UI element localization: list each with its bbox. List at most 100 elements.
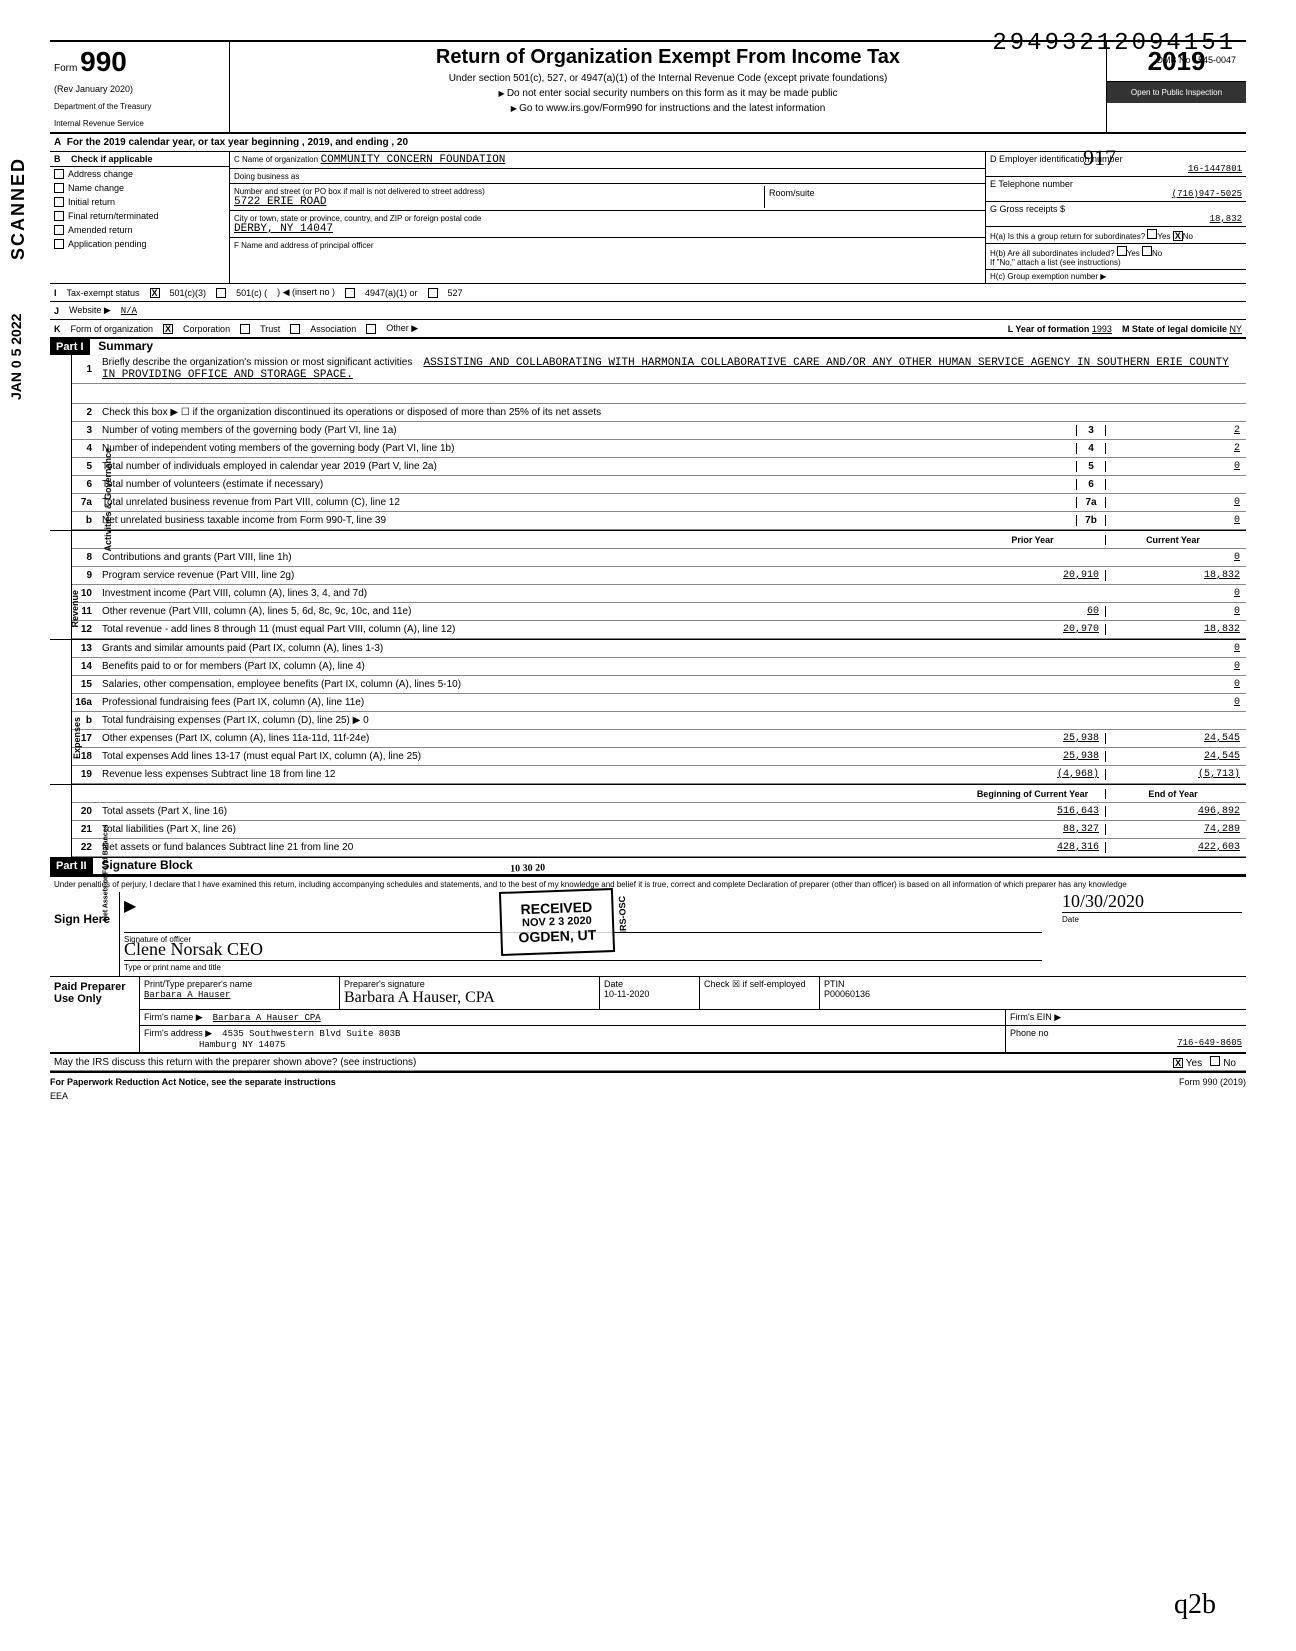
summary-line: 6Total number of volunteers (estimate if… xyxy=(72,476,1246,494)
part-1-header-row: Part I Summary xyxy=(50,339,1246,355)
stamp-irs-osc: IRS-OSC xyxy=(617,896,628,934)
scanned-stamp: SCANNED xyxy=(8,157,29,260)
line1-label: Briefly describe the organization's miss… xyxy=(102,357,412,368)
c-label: C Name of organization xyxy=(234,155,318,164)
year-line-text: For the 2019 calendar year, or tax year … xyxy=(67,137,408,148)
stamp-location: OGDEN, UT xyxy=(518,927,596,946)
checkbox-assoc[interactable] xyxy=(290,324,300,334)
checkbox-pending[interactable] xyxy=(54,239,64,249)
summary-line: 3Number of voting members of the governi… xyxy=(72,422,1246,440)
checkbox-527[interactable] xyxy=(428,288,438,298)
dept-treasury: Department of the Treasury xyxy=(54,102,225,111)
checkbox-501c3[interactable] xyxy=(150,288,160,298)
line2-text: Check this box ▶ ☐ if the organization d… xyxy=(98,405,1246,420)
expense-line: 15Salaries, other compensation, employee… xyxy=(72,676,1246,694)
checkbox-hb-no[interactable] xyxy=(1142,246,1152,256)
checkbox-ha-no[interactable] xyxy=(1173,231,1183,241)
check-applicable-label: Check if applicable xyxy=(71,154,153,164)
declaration-text: Under penalties of perjury, I declare th… xyxy=(50,877,1246,892)
row-k-l-m: KForm of organization Corporation Trust … xyxy=(50,320,1246,339)
hc-label: H(c) Group exemption number xyxy=(990,272,1098,281)
hand-date-stamp: 10 30 20 xyxy=(510,862,545,874)
paid-preparer-label: Paid Preparer Use Only xyxy=(50,977,140,1052)
eea-label: EEA xyxy=(50,1091,1246,1101)
sig-date-label: Date xyxy=(1062,915,1242,924)
firm-addr2: Hamburg NY 14075 xyxy=(199,1040,285,1050)
expense-line: bTotal fundraising expenses (Part IX, co… xyxy=(72,712,1246,730)
checkbox-discuss-yes[interactable] xyxy=(1173,1058,1183,1068)
room-label: Room/suite xyxy=(769,188,815,198)
label-assoc: Association xyxy=(310,324,356,334)
checkbox-final-return[interactable] xyxy=(54,211,64,221)
form-number: 990 xyxy=(80,46,127,77)
dba-label: Doing business as xyxy=(234,172,299,181)
hb-label: H(b) Are all subordinates included? xyxy=(990,249,1115,258)
label-address-change: Address change xyxy=(68,169,133,179)
net-assets-line: 20Total assets (Part X, line 16)516,6434… xyxy=(72,803,1246,821)
checkbox-other[interactable] xyxy=(366,324,376,334)
row-j: JWebsite ▶ N/A xyxy=(50,302,1246,320)
revenue-line: 9Program service revenue (Part VIII, lin… xyxy=(72,567,1246,585)
arrow-icon: ▶ xyxy=(124,898,136,915)
summary-line: 5Total number of individuals employed in… xyxy=(72,458,1246,476)
h-note: If "No," attach a list (see instructions… xyxy=(990,258,1121,267)
section-b-through-m: B Check if applicable Address change Nam… xyxy=(50,152,1246,284)
net-assets-line: 22Net assets or fund balances Subtract l… xyxy=(72,839,1246,857)
checkbox-ha-yes[interactable] xyxy=(1147,229,1157,239)
checkbox-discuss-no[interactable] xyxy=(1210,1056,1220,1066)
website-value: N/A xyxy=(121,306,137,316)
city-label: City or town, state or province, country… xyxy=(234,214,481,223)
net-assets-line: 21Total liabilities (Part X, line 26)88,… xyxy=(72,821,1246,839)
subtitle-3: Go to www.irs.gov/Form990 for instructio… xyxy=(238,103,1098,114)
m-state: NY xyxy=(1229,324,1242,334)
summary-line: 4Number of independent voting members of… xyxy=(72,440,1246,458)
boy-header: Beginning of Current Year xyxy=(966,789,1106,799)
side-revenue: Revenue xyxy=(69,590,79,628)
firm-phone-label: Phone no xyxy=(1010,1028,1049,1038)
checkbox-corp[interactable] xyxy=(163,324,173,334)
eoy-header: End of Year xyxy=(1106,789,1246,799)
firm-name: Barbara A Hauser CPA xyxy=(213,1013,321,1023)
revenue-section: Revenue Prior Year Current Year 8Contrib… xyxy=(50,531,1246,640)
ptin-label: PTIN xyxy=(824,979,845,989)
prep-signature: Barbara A Hauser, CPA xyxy=(344,989,495,1006)
label-amended: Amended return xyxy=(68,225,133,235)
street-label: Number and street (or PO box if mail is … xyxy=(234,187,485,196)
prep-name-label: Print/Type preparer's name xyxy=(144,979,252,989)
label-name-change: Name change xyxy=(68,183,124,193)
hand-initials: q2b xyxy=(1174,1589,1216,1621)
current-year-header: Current Year xyxy=(1106,535,1246,545)
label-other: Other ▶ xyxy=(386,323,418,334)
l-year: 1993 xyxy=(1092,324,1112,334)
checkbox-4947[interactable] xyxy=(345,288,355,298)
l-label: L Year of formation xyxy=(1008,324,1090,334)
summary-line: bNet unrelated business taxable income f… xyxy=(72,512,1246,530)
checkbox-amended[interactable] xyxy=(54,225,64,235)
prep-name: Barbara A Hauser xyxy=(144,990,230,1000)
checkbox-initial-return[interactable] xyxy=(54,197,64,207)
e-label: E Telephone number xyxy=(990,179,1073,189)
firm-phone: 716-649-8605 xyxy=(1010,1038,1242,1048)
dln-number: 29493212094151 xyxy=(992,30,1236,57)
label-initial-return: Initial return xyxy=(68,197,115,207)
expense-line: 13Grants and similar amounts paid (Part … xyxy=(72,640,1246,658)
checkbox-name-change[interactable] xyxy=(54,183,64,193)
form-footer: Form 990 (2019) xyxy=(1179,1077,1246,1087)
expense-line: 19Revenue less expenses Subtract line 18… xyxy=(72,766,1246,784)
part-1-title: Summary xyxy=(92,337,159,355)
prior-year-header: Prior Year xyxy=(966,535,1106,545)
checkbox-address-change[interactable] xyxy=(54,169,64,179)
expense-line: 16aProfessional fundraising fees (Part I… xyxy=(72,694,1246,712)
expense-line: 18Total expenses Add lines 13-17 (must e… xyxy=(72,748,1246,766)
ein-value: 16-1447801 xyxy=(990,164,1242,174)
label-4947: 4947(a)(1) or xyxy=(365,288,418,298)
checkbox-hb-yes[interactable] xyxy=(1117,246,1127,256)
side-net-assets: Net Assets or Fund Balances xyxy=(102,825,109,922)
expense-line: 17Other expenses (Part IX, column (A), l… xyxy=(72,730,1246,748)
label-trust: Trust xyxy=(260,324,280,334)
part-2-label: Part II xyxy=(50,858,93,874)
label-501c3: 501(c)(3) xyxy=(170,288,207,298)
checkbox-501c[interactable] xyxy=(216,288,226,298)
subtitle-1: Under section 501(c), 527, or 4947(a)(1)… xyxy=(238,73,1098,84)
checkbox-trust[interactable] xyxy=(240,324,250,334)
